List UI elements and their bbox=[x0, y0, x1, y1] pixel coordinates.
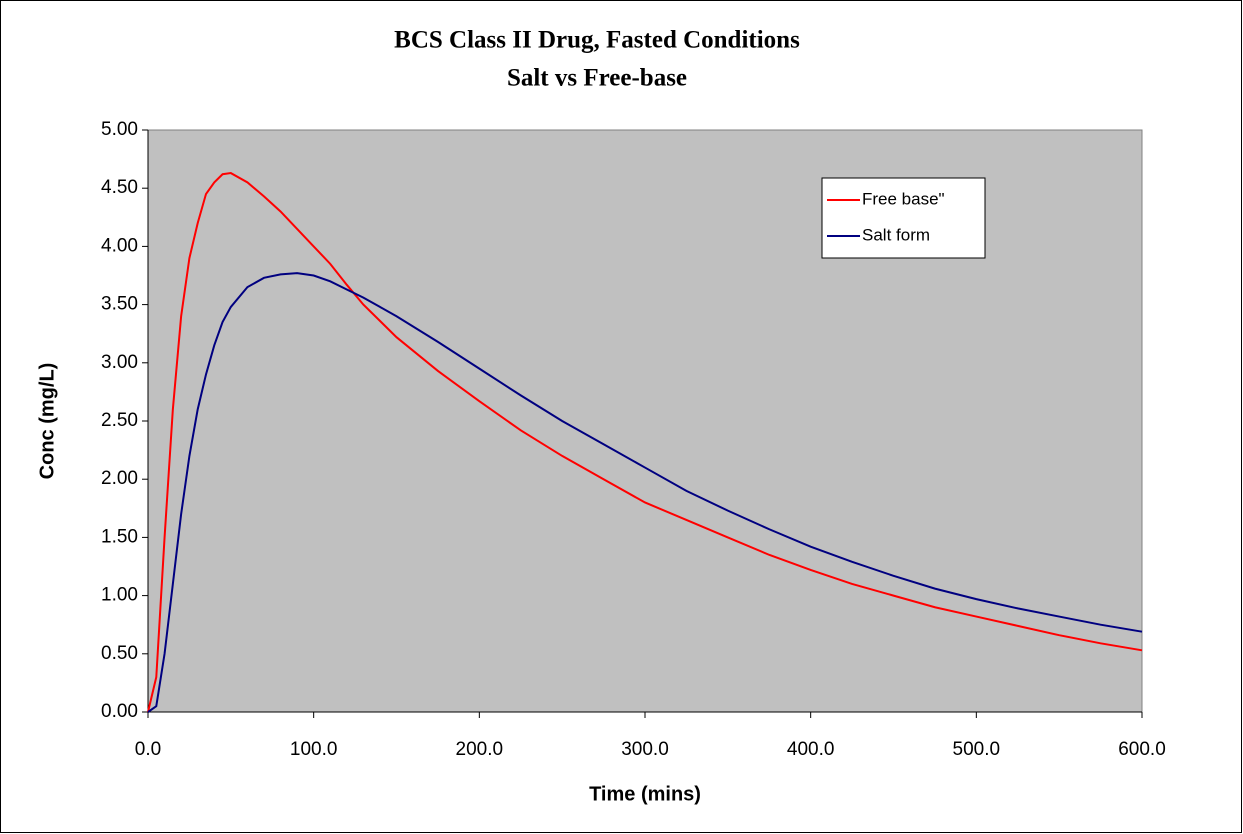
y-tick-label: 2.00 bbox=[101, 468, 138, 489]
x-tick-label: 200.0 bbox=[456, 739, 504, 760]
y-tick-label: 3.50 bbox=[101, 294, 138, 315]
x-tick-label: 400.0 bbox=[787, 739, 835, 760]
x-tick-label: 0.0 bbox=[135, 739, 161, 760]
y-tick-label: 4.50 bbox=[101, 177, 138, 198]
legend-label: Free base" bbox=[862, 189, 945, 208]
y-tick-label: 1.50 bbox=[101, 526, 138, 547]
x-axis-title: Time (mins) bbox=[589, 783, 701, 805]
chart-subtitle: Salt vs Free-base bbox=[507, 65, 687, 92]
plot-area bbox=[147, 129, 1143, 713]
y-tick-label: 5.00 bbox=[101, 119, 138, 140]
chart-title: BCS Class II Drug, Fasted Conditions bbox=[394, 27, 800, 54]
legend-box bbox=[821, 177, 986, 259]
y-tick-label: 0.50 bbox=[101, 643, 138, 664]
y-tick-label: 0.00 bbox=[101, 701, 138, 722]
y-axis-title: Conc (mg/L) bbox=[36, 363, 58, 480]
y-tick-label: 2.50 bbox=[101, 410, 138, 431]
y-tick-label: 4.00 bbox=[101, 235, 138, 256]
x-tick-label: 100.0 bbox=[290, 739, 338, 760]
x-tick-label: 300.0 bbox=[621, 739, 669, 760]
y-tick-label: 3.00 bbox=[101, 352, 138, 373]
y-tick-label: 1.00 bbox=[101, 585, 138, 606]
data-line bbox=[147, 272, 1143, 713]
data-line bbox=[147, 172, 1143, 713]
x-tick-label: 600.0 bbox=[1118, 739, 1166, 760]
legend-label: Salt form bbox=[862, 225, 930, 244]
x-tick-label: 500.0 bbox=[953, 739, 1001, 760]
